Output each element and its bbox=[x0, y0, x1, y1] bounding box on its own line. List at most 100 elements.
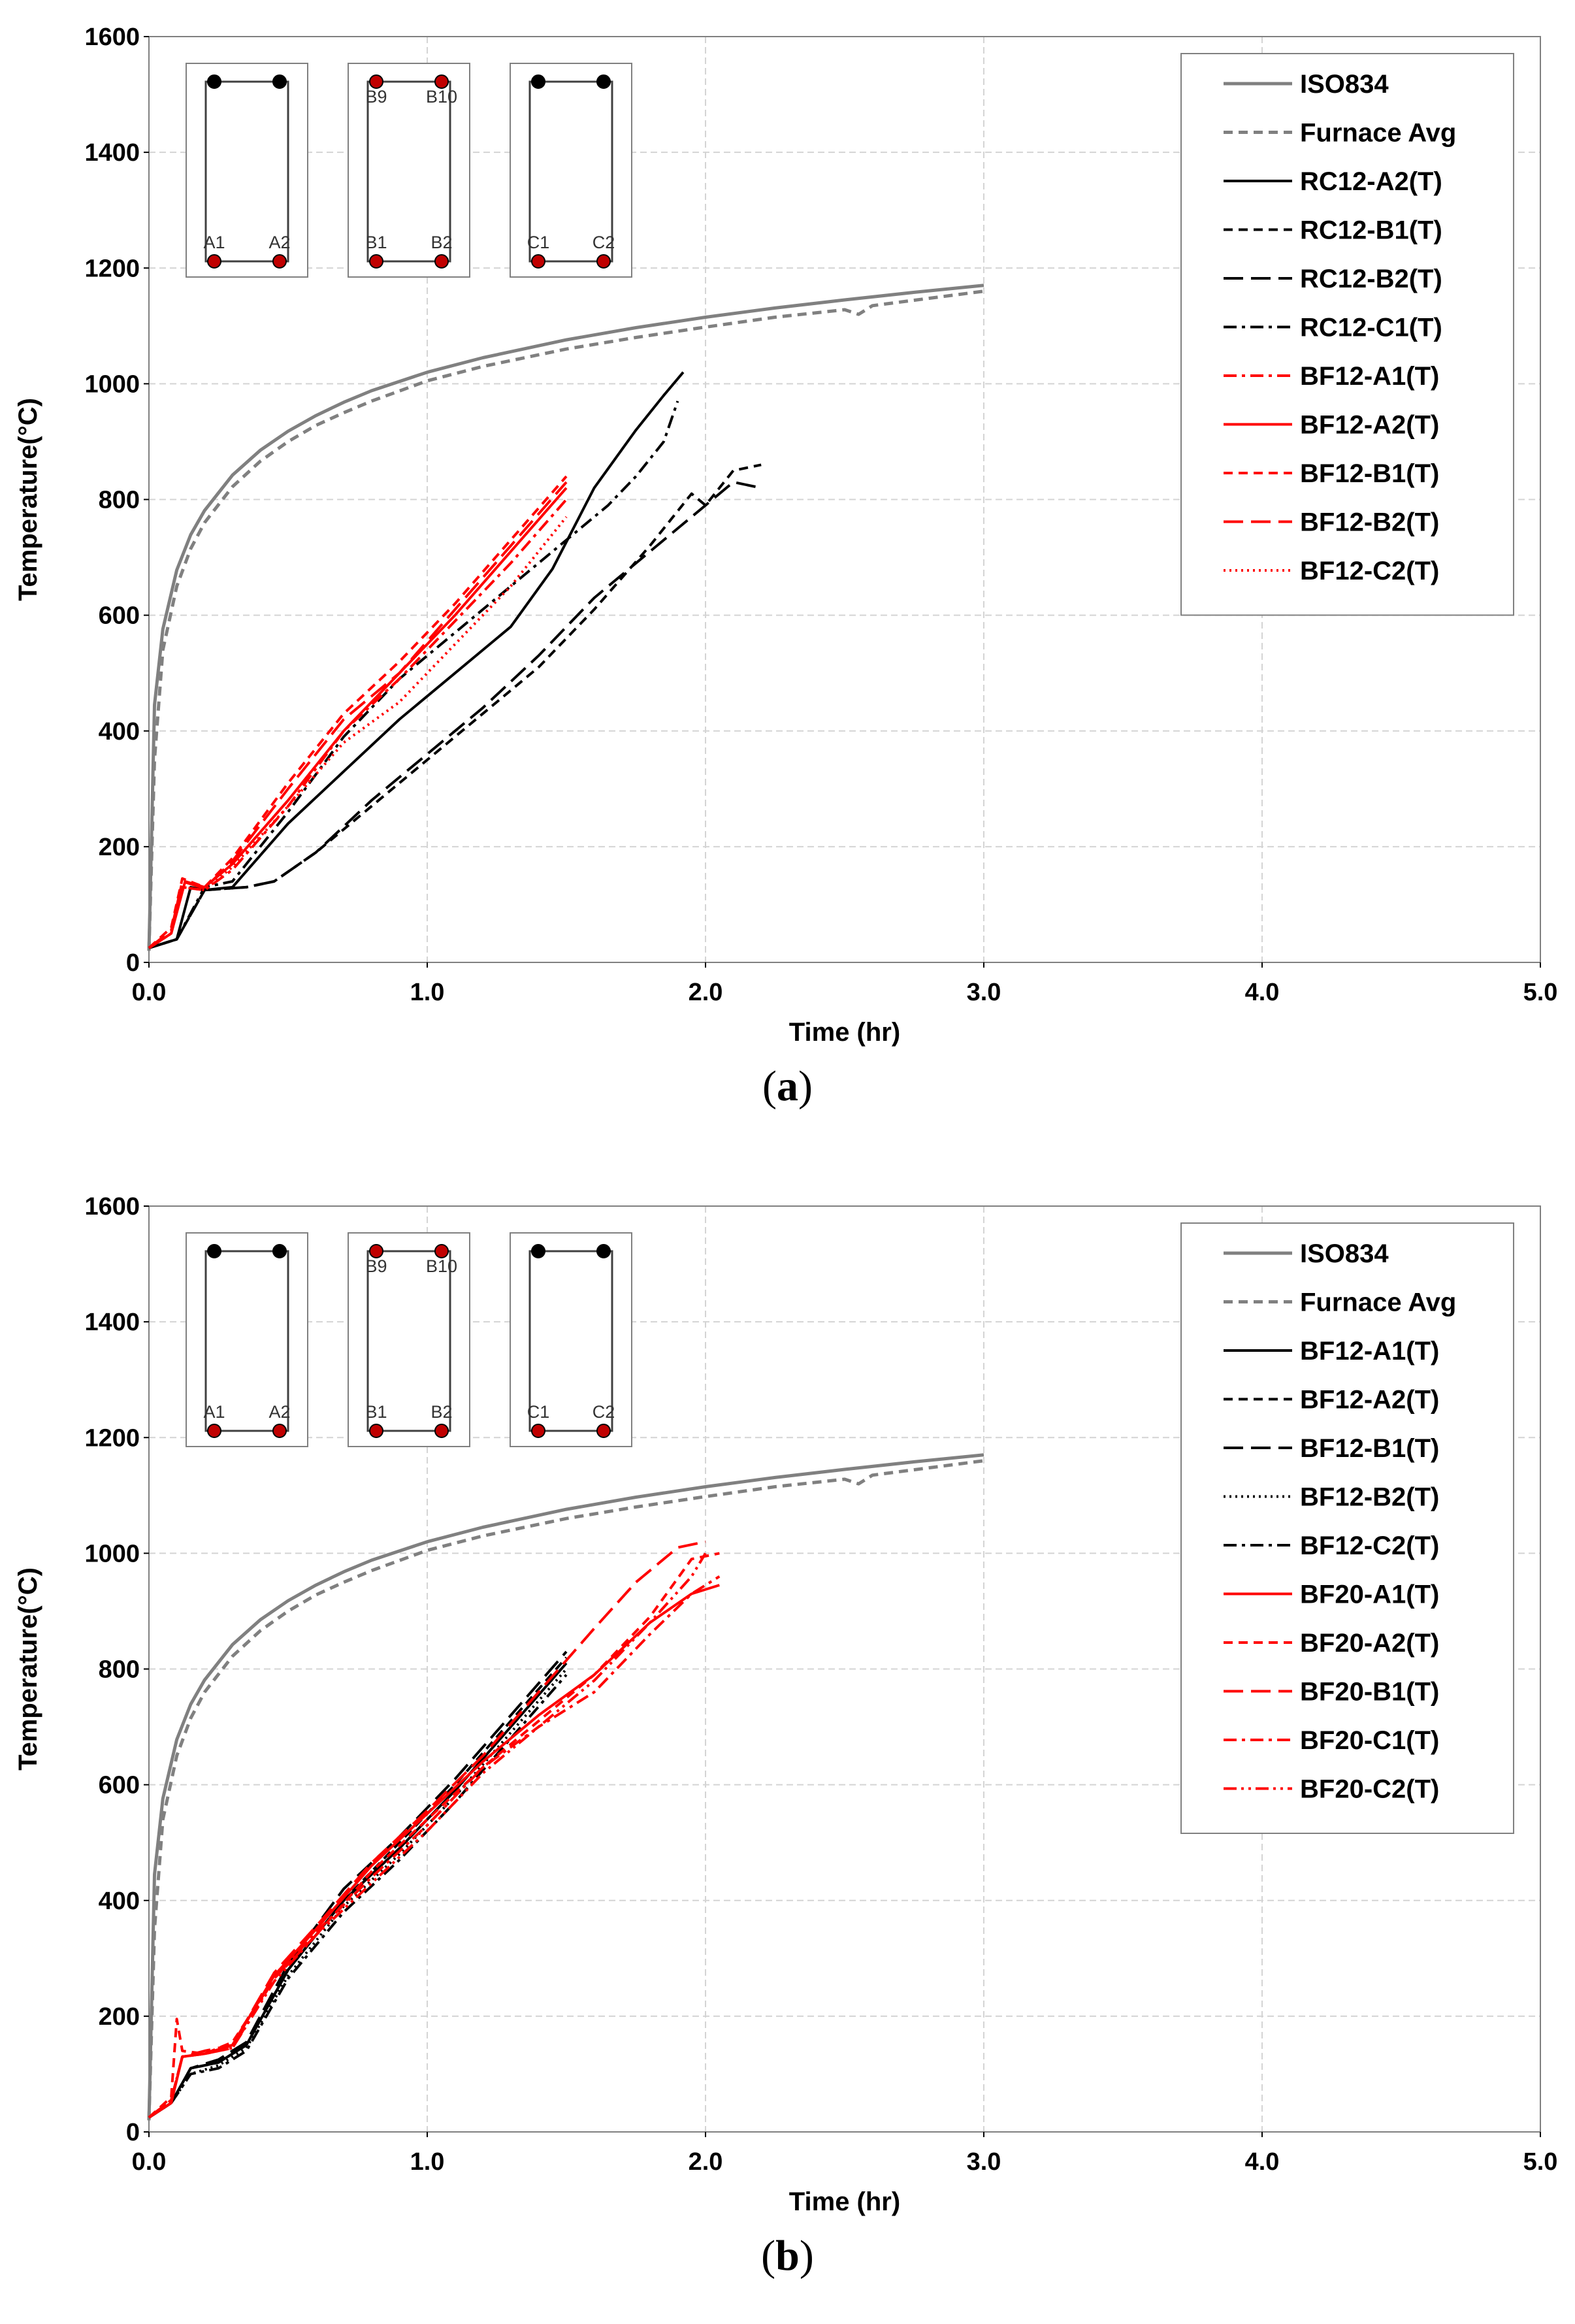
x-tick-label: 3.0 bbox=[967, 979, 1001, 1006]
y-tick-label: 1000 bbox=[84, 370, 140, 398]
series-line-furnace-avg bbox=[147, 289, 984, 951]
x-tick-label: 1.0 bbox=[410, 2148, 445, 2176]
x-tick-label: 5.0 bbox=[1523, 979, 1558, 1006]
legend-label: BF12-A2(T) bbox=[1300, 411, 1439, 440]
section-diagram: C1 C2 bbox=[510, 1232, 632, 1447]
series-line-bf12-c2-t bbox=[148, 1674, 568, 2119]
series-line-bf20-a2-t bbox=[148, 1552, 720, 2119]
rebar-label: C1 bbox=[527, 233, 550, 252]
legend-label: BF12-B1(T) bbox=[1300, 459, 1439, 488]
series-line-rc12-c1-t bbox=[148, 401, 679, 949]
chart-panel-a: 0 200 400 600 800 1000 1200 1400 1600 0.0 1.0 2.0 3.… bbox=[14, 24, 1558, 1047]
x-axis-title: Time (hr) bbox=[789, 1018, 900, 1047]
top-rebar bbox=[434, 74, 449, 89]
top-rebar bbox=[596, 74, 611, 89]
bottom-rebar bbox=[207, 254, 221, 269]
y-tick-label: 1200 bbox=[84, 1424, 140, 1452]
legend-label: Furnace Avg bbox=[1300, 1288, 1456, 1317]
legend-label: RC12-B2(T) bbox=[1300, 265, 1442, 293]
y-tick-label: 0 bbox=[126, 2119, 140, 2146]
rebar-label: B1 bbox=[365, 233, 387, 252]
section-diagram: B1 B9 B2 B10 bbox=[348, 1232, 470, 1447]
legend: ISO834 Furnace Avg BF12-A1(T) BF12-A2(T) BF1… bbox=[1180, 1222, 1514, 1834]
bottom-rebar bbox=[434, 254, 449, 269]
series-line-bf20-c1-t bbox=[148, 1575, 721, 2119]
x-tick-label: 4.0 bbox=[1245, 2148, 1280, 2176]
y-tick-label: 800 bbox=[99, 487, 140, 514]
y-tick-label: 200 bbox=[99, 834, 140, 861]
bottom-rebar bbox=[369, 254, 383, 269]
rebar-label: A2 bbox=[268, 233, 290, 252]
x-tick-label: 1.0 bbox=[410, 979, 445, 1006]
legend-label: BF12-B1(T) bbox=[1300, 1434, 1439, 1463]
series-line-bf12-b1-t bbox=[148, 1650, 568, 2119]
section-stirrup bbox=[528, 1250, 613, 1432]
y-tick-label: 600 bbox=[99, 1772, 140, 1799]
series-line-bf12-b1-t bbox=[148, 475, 568, 949]
rebar-label: A1 bbox=[203, 1402, 225, 1422]
series-line-bf20-b1-t bbox=[148, 1540, 706, 2119]
legend-label: RC12-C1(T) bbox=[1300, 314, 1442, 342]
legend-box bbox=[1180, 1222, 1514, 1834]
bottom-rebar bbox=[272, 1424, 287, 1438]
bottom-rebar bbox=[272, 254, 287, 269]
x-tick-label: 3.0 bbox=[967, 2148, 1001, 2176]
top-rebar bbox=[434, 1244, 449, 1258]
y-axis-title: Temperature(°C) bbox=[14, 398, 42, 601]
section-stirrup bbox=[204, 80, 289, 263]
legend-label: BF12-A1(T) bbox=[1300, 1337, 1439, 1366]
legend-label: Furnace Avg bbox=[1300, 119, 1456, 148]
x-tick-label: 5.0 bbox=[1523, 2148, 1558, 2176]
bottom-rebar bbox=[369, 1424, 383, 1438]
top-rebar bbox=[207, 74, 221, 89]
y-tick-label: 0 bbox=[126, 949, 140, 977]
series-line-bf12-a2-t bbox=[148, 1656, 568, 2119]
rebar-label: A1 bbox=[203, 233, 225, 252]
y-tick-label: 1400 bbox=[84, 139, 140, 167]
section-stirrup bbox=[204, 1250, 289, 1432]
rebar-top-label: B9 bbox=[365, 1256, 387, 1276]
caption-b: (b) bbox=[761, 2232, 814, 2280]
section-diagram: A1 A2 bbox=[186, 63, 308, 278]
legend-label: BF12-A1(T) bbox=[1300, 362, 1439, 391]
bottom-rebar bbox=[596, 1424, 611, 1438]
x-tick-label: 0.0 bbox=[132, 979, 167, 1006]
legend-label: ISO834 bbox=[1300, 70, 1389, 99]
bottom-rebar bbox=[531, 1424, 545, 1438]
legend-label: ISO834 bbox=[1300, 1239, 1389, 1268]
legend-label: BF12-C2(T) bbox=[1300, 1531, 1439, 1560]
bottom-rebar bbox=[207, 1424, 221, 1438]
section-stirrup bbox=[366, 1250, 451, 1432]
bottom-rebar bbox=[531, 254, 545, 269]
y-axis-title: Temperature(°C) bbox=[14, 1567, 42, 1771]
top-rebar bbox=[369, 74, 383, 89]
y-tick-label: 600 bbox=[99, 602, 140, 630]
legend-label: BF12-C2(T) bbox=[1300, 557, 1439, 585]
legend-label: BF12-B2(T) bbox=[1300, 508, 1439, 537]
section-diagram: B1 B9 B2 B10 bbox=[348, 63, 470, 278]
series-line-bf12-a2-t bbox=[148, 487, 568, 949]
x-tick-label: 2.0 bbox=[689, 2148, 723, 2176]
series-line-furnace-avg bbox=[147, 1459, 984, 2121]
section-stirrup bbox=[528, 80, 613, 263]
x-axis-title: Time (hr) bbox=[789, 2187, 900, 2216]
section-diagram: C1 C2 bbox=[510, 63, 632, 278]
section-stirrup bbox=[366, 80, 451, 263]
y-tick-label: 1600 bbox=[84, 1193, 140, 1220]
legend-label: RC12-B1(T) bbox=[1300, 216, 1442, 245]
bottom-rebar bbox=[434, 1424, 449, 1438]
y-tick-label: 200 bbox=[99, 2003, 140, 2031]
series-line-bf12-c2-t bbox=[148, 516, 568, 949]
rebar-top-label: B9 bbox=[365, 87, 387, 106]
y-tick-label: 400 bbox=[99, 718, 140, 745]
series-line-bf12-b2-t bbox=[148, 481, 568, 949]
caption-a: (a) bbox=[762, 1062, 813, 1110]
legend-label: BF12-A2(T) bbox=[1300, 1386, 1439, 1415]
top-rebar bbox=[272, 1244, 287, 1258]
legend-label: BF20-A2(T) bbox=[1300, 1629, 1439, 1658]
section-diagram: A1 A2 bbox=[186, 1232, 308, 1447]
rebar-label: B2 bbox=[430, 1402, 452, 1422]
x-tick-label: 4.0 bbox=[1245, 979, 1280, 1006]
top-rebar bbox=[272, 74, 287, 89]
bottom-rebar bbox=[596, 254, 611, 269]
